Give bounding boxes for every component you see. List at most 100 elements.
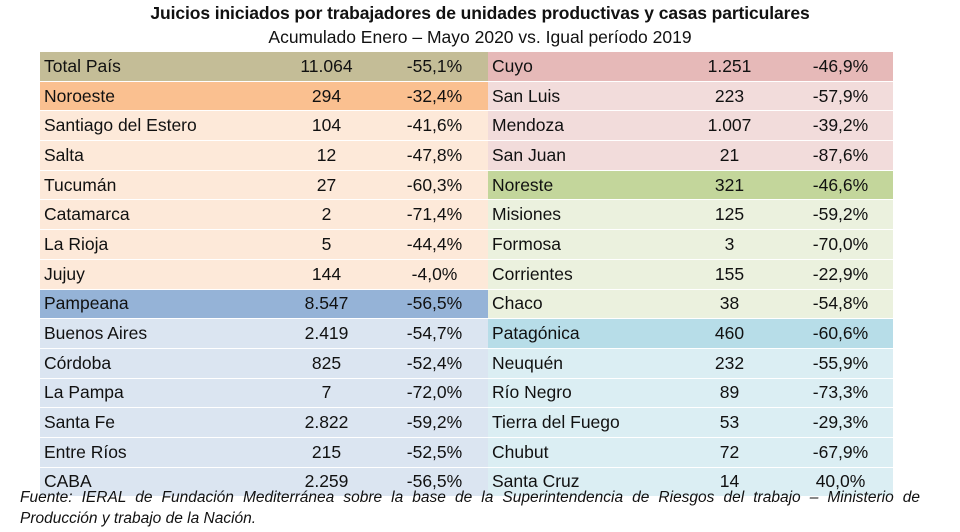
row-label: Santiago del Estero: [40, 110, 272, 142]
change-value: -60,6%: [788, 318, 893, 349]
change-value: -59,2%: [788, 199, 893, 231]
cases-value: 1.251: [671, 52, 788, 82]
cases-value: 38: [671, 289, 788, 320]
province-row: Santiago del Estero 104 -41,6%: [40, 110, 488, 142]
change-value: -71,4%: [381, 199, 488, 231]
province-row: Santa Fe 2.822 -59,2%: [40, 407, 488, 438]
row-label: La Rioja: [40, 229, 272, 260]
row-label: Noroeste: [40, 81, 272, 112]
left-table: Total País 11.064 -55,1% Noroeste 294 -32,4% S…: [40, 52, 488, 498]
cases-value: 89: [671, 378, 788, 409]
chart-subtitle: Acumulado Enero – Mayo 2020 vs. Igual pe…: [268, 27, 692, 47]
cases-value: 2.822: [272, 407, 381, 438]
row-label: Tucumán: [40, 170, 272, 201]
change-value: -32,4%: [381, 81, 488, 112]
cases-value: 104: [272, 110, 381, 142]
row-label: Salta: [40, 140, 272, 171]
row-label: Corrientes: [488, 259, 671, 290]
row-label: Chaco: [488, 289, 671, 320]
change-value: -46,6%: [788, 170, 893, 201]
province-row: Chaco 38 -54,8%: [488, 289, 893, 320]
change-value: -47,8%: [381, 140, 488, 171]
row-label: San Juan: [488, 140, 671, 171]
province-row: Entre Ríos 215 -52,5%: [40, 437, 488, 468]
row-label: Mendoza: [488, 110, 671, 142]
change-value: -55,9%: [788, 348, 893, 379]
province-row: Río Negro 89 -73,3%: [488, 378, 893, 409]
row-label: Formosa: [488, 229, 671, 260]
region-row: Cuyo 1.251 -46,9%: [488, 52, 893, 82]
change-value: -52,4%: [381, 348, 488, 379]
cases-value: 5: [272, 229, 381, 260]
row-label: Tierra del Fuego: [488, 407, 671, 438]
province-row: Salta 12 -47,8%: [40, 140, 488, 171]
cases-value: 223: [671, 81, 788, 112]
chart-title: Juicios iniciados por trabajadores de un…: [150, 3, 810, 23]
change-value: -52,5%: [381, 437, 488, 468]
cases-value: 825: [272, 348, 381, 379]
change-value: -56,5%: [381, 467, 488, 498]
change-value: -57,9%: [788, 81, 893, 112]
change-value: -87,6%: [788, 140, 893, 171]
region-row: Noroeste 294 -32,4%: [40, 81, 488, 112]
change-value: -44,4%: [381, 229, 488, 260]
row-label: Cuyo: [488, 52, 671, 82]
change-value: -4,0%: [381, 259, 488, 290]
province-row: Jujuy 144 -4,0%: [40, 259, 488, 290]
province-row: Formosa 3 -70,0%: [488, 229, 893, 260]
change-value: -54,7%: [381, 318, 488, 349]
change-value: -67,9%: [788, 437, 893, 468]
cases-value: 155: [671, 259, 788, 290]
cases-value: 53: [671, 407, 788, 438]
cases-value: 144: [272, 259, 381, 290]
province-row: Misiones 125 -59,2%: [488, 199, 893, 231]
cases-value: 2.419: [272, 318, 381, 349]
province-row: Buenos Aires 2.419 -54,7%: [40, 318, 488, 349]
province-row: San Juan 21 -87,6%: [488, 140, 893, 171]
cases-value: 3: [671, 229, 788, 260]
change-value: -70,0%: [788, 229, 893, 260]
cases-value: 321: [671, 170, 788, 201]
province-row: Córdoba 825 -52,4%: [40, 348, 488, 379]
change-value: -22,9%: [788, 259, 893, 290]
cases-value: 7: [272, 378, 381, 409]
province-row: La Pampa 7 -72,0%: [40, 378, 488, 409]
change-value: -72,0%: [381, 378, 488, 409]
cases-value: 460: [671, 318, 788, 349]
data-tables: Total País 11.064 -55,1% Noroeste 294 -32,4% S…: [40, 52, 893, 498]
province-row: Neuquén 232 -55,9%: [488, 348, 893, 379]
cases-value: 21: [671, 140, 788, 171]
change-value: 40,0%: [788, 467, 893, 498]
change-value: -41,6%: [381, 110, 488, 142]
cases-value: 72: [671, 437, 788, 468]
region-row: Noreste 321 -46,6%: [488, 170, 893, 201]
cases-value: 2.259: [272, 467, 381, 498]
total-row: Total País 11.064 -55,1%: [40, 52, 488, 82]
cases-value: 2: [272, 199, 381, 231]
province-row: Santa Cruz 14 40,0%: [488, 467, 893, 498]
change-value: -39,2%: [788, 110, 893, 142]
change-value: -73,3%: [788, 378, 893, 409]
cases-value: 215: [272, 437, 381, 468]
row-label: La Pampa: [40, 378, 272, 409]
province-row: Chubut 72 -67,9%: [488, 437, 893, 468]
region-row: Patagónica 460 -60,6%: [488, 318, 893, 349]
region-row: Pampeana 8.547 -56,5%: [40, 289, 488, 320]
row-label: Santa Fe: [40, 407, 272, 438]
cases-value: 294: [272, 81, 381, 112]
row-label: Pampeana: [40, 289, 272, 320]
row-label: Noreste: [488, 170, 671, 201]
change-value: -60,3%: [381, 170, 488, 201]
province-row: CABA 2.259 -56,5%: [40, 467, 488, 498]
row-label: CABA: [40, 467, 272, 498]
cases-value: 8.547: [272, 289, 381, 320]
row-label: Neuquén: [488, 348, 671, 379]
source-footnote: Fuente: IERAL de Fundación Mediterránea …: [20, 489, 920, 527]
change-value: -56,5%: [381, 289, 488, 320]
province-row: Tierra del Fuego 53 -29,3%: [488, 407, 893, 438]
row-label: Patagónica: [488, 318, 671, 349]
province-row: La Rioja 5 -44,4%: [40, 229, 488, 260]
cases-value: 27: [272, 170, 381, 201]
row-label: Córdoba: [40, 348, 272, 379]
row-label: Buenos Aires: [40, 318, 272, 349]
